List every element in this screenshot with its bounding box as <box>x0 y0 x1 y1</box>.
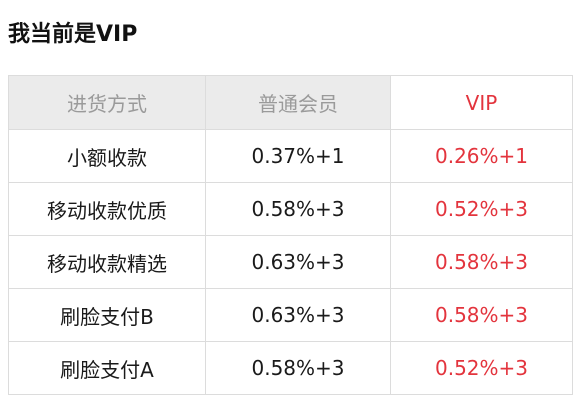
table-header: 进货方式 普通会员 VIP <box>8 75 573 130</box>
table-body: 小额收款 0.37%+1 0.26%+1 移动收款优质 0.58%+3 0.52%+3 移动… <box>8 129 573 395</box>
method-cell: 移动收款精选 <box>8 235 206 289</box>
header-row: 进货方式 普通会员 VIP <box>8 75 573 130</box>
standard-rate-cell: 0.58%+3 <box>205 341 391 395</box>
method-cell: 小额收款 <box>8 129 206 183</box>
vip-rate-cell: 0.52%+3 <box>390 182 573 236</box>
page-title: 我当前是VIP <box>8 22 138 47</box>
standard-rate-cell: 0.58%+3 <box>205 182 391 236</box>
vip-rate-cell: 0.26%+1 <box>390 129 573 183</box>
method-cell: 移动收款优质 <box>8 182 206 236</box>
table-row: 小额收款 0.37%+1 0.26%+1 <box>8 129 573 183</box>
column-header: 普通会员 <box>205 75 391 130</box>
table-row: 移动收款优质 0.58%+3 0.52%+3 <box>8 182 573 236</box>
column-header: 进货方式 <box>8 75 206 130</box>
rate-table: 进货方式 普通会员 VIP 小额收款 0.37%+1 0.26%+1 移动收款优质 0.58… <box>8 75 573 395</box>
standard-rate-cell: 0.37%+1 <box>205 129 391 183</box>
column-header: VIP <box>390 75 573 130</box>
vip-rate-cell: 0.52%+3 <box>390 341 573 395</box>
table-row: 移动收款精选 0.63%+3 0.58%+3 <box>8 235 573 289</box>
standard-rate-cell: 0.63%+3 <box>205 288 391 342</box>
standard-rate-cell: 0.63%+3 <box>205 235 391 289</box>
vip-rate-cell: 0.58%+3 <box>390 235 573 289</box>
method-cell: 刷脸支付A <box>8 341 206 395</box>
method-cell: 刷脸支付B <box>8 288 206 342</box>
vip-rate-cell: 0.58%+3 <box>390 288 573 342</box>
table-row: 刷脸支付A 0.58%+3 0.52%+3 <box>8 341 573 395</box>
table-row: 刷脸支付B 0.63%+3 0.58%+3 <box>8 288 573 342</box>
